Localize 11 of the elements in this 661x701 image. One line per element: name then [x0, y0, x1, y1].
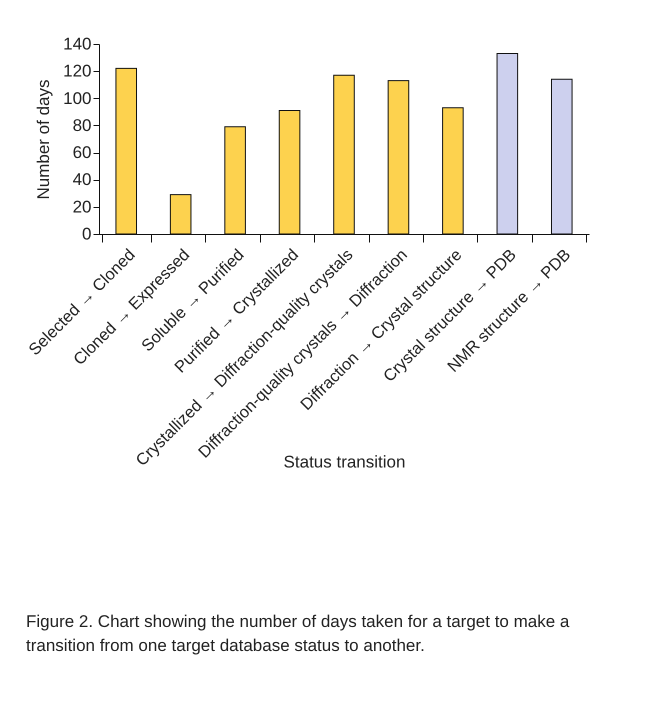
- x-axis-title: Status transition: [284, 452, 406, 472]
- y-tick-label: 100: [63, 88, 92, 108]
- y-tick-label: 120: [63, 62, 92, 81]
- y-tick-label: 0: [82, 224, 92, 244]
- y-tick-label: 20: [72, 197, 92, 216]
- y-tick-label: 140: [63, 34, 92, 54]
- y-tick-label: 60: [72, 143, 92, 162]
- caption: Figure 2. Chart showing the number of days taken for a target to make a transition from one target database status to another.: [26, 611, 570, 657]
- y-axis-title: Number of days: [34, 80, 54, 200]
- y-tick-label: 40: [72, 170, 92, 190]
- y-tick-label: 80: [72, 116, 92, 135]
